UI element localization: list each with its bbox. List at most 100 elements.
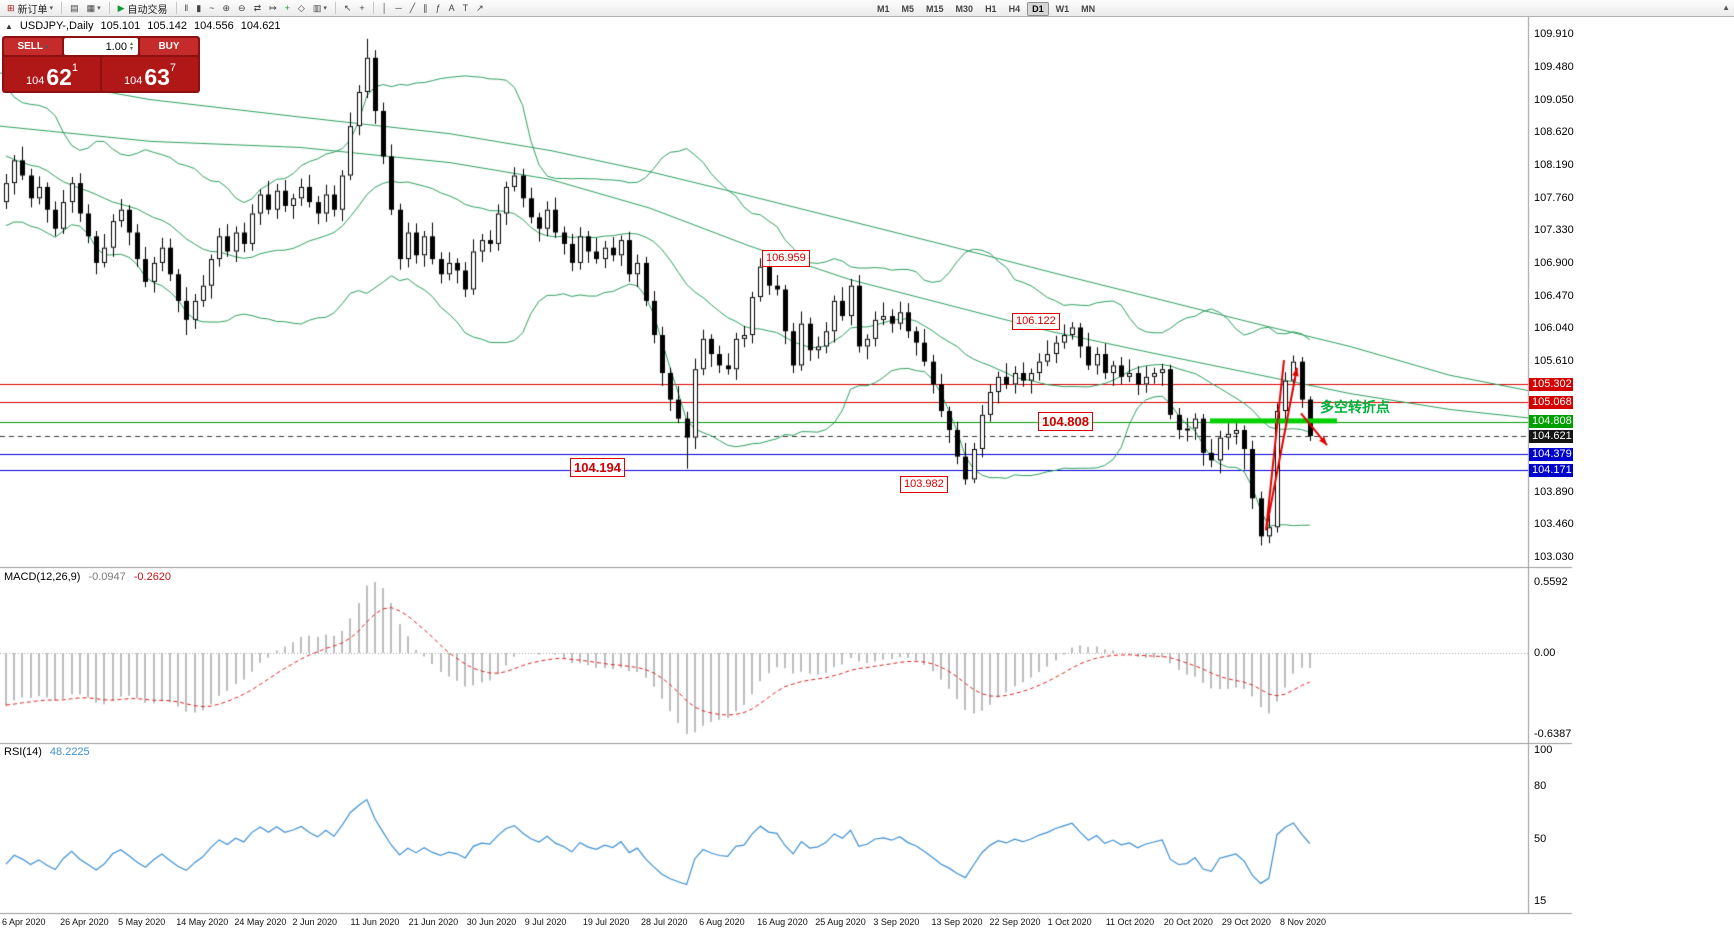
timeframe-h1[interactable]: H1 [985,4,997,14]
price-axis-tag: 104.621 [1529,429,1573,443]
bid-price[interactable]: 104 62 1 [4,57,100,91]
toolbar-overflow-icon[interactable]: ▲ [1722,3,1730,12]
volume-up-icon[interactable]: ▴ [129,40,133,47]
horizontal-line-button[interactable]: ─ [392,0,404,16]
auto-scroll-button[interactable]: ⇄ [251,0,265,16]
rsi-axis-tick: 50 [1534,832,1547,845]
price-annotation-label[interactable]: 104.194 [570,458,625,478]
ask-price[interactable]: 104 63 7 [102,57,198,91]
price-axis-tick: 103.890 [1534,485,1574,498]
price-annotation-label[interactable]: 103.982 [900,476,948,494]
timeframe-m5[interactable]: M5 [901,4,915,14]
volume-field[interactable]: 1.00 ▴ ▾ [64,38,138,55]
timeframe-w1[interactable]: W1 [1055,4,1070,14]
indicators-button[interactable]: + [282,0,293,16]
toolbar-separator [61,2,63,14]
auto-trading-button[interactable]: ▶ 自动交易 [115,0,171,16]
date-axis-label: 2 Jun 2020 [292,917,337,927]
timeframe-toolbar: M1 M5 M15 M30 H1 H4 D1 W1 MN [872,2,1100,16]
ask-big-figure: 104 [123,75,143,87]
label-icon: T [462,3,469,13]
candlestick-icon: ▮ [196,3,202,13]
volume-value: 1.00 [105,40,127,53]
date-axis-label: 6 Apr 2020 [2,917,46,927]
price-axis-tag: 104.379 [1529,447,1573,461]
date-axis-label: 11 Oct 2020 [1105,917,1155,927]
objects-button[interactable]: ◇ [295,0,308,16]
text-button[interactable]: A [446,0,458,16]
dropdown-caret-icon[interactable]: ▾ [323,5,327,12]
date-axis-label: 5 May 2020 [118,917,166,927]
volume-down-icon[interactable]: ▾ [129,45,133,52]
timeframe-m15[interactable]: M15 [926,4,944,14]
arrow-tool-button[interactable]: ↗ [473,0,487,16]
new-order-label: 新订单 [17,4,48,16]
timeframe-d1[interactable]: D1 [1027,2,1049,16]
ohlc-low: 104.556 [194,20,234,32]
templates-button[interactable]: ▥ ▾ [310,0,330,16]
new-order-icon: ⊞ [7,3,15,13]
price-axis-tick: 103.030 [1534,550,1574,563]
sell-dropdown-caret-icon[interactable]: ▾ [45,43,49,51]
date-axis-label: 26 Apr 2020 [60,917,109,927]
trendline-icon: ╱ [409,3,416,13]
horizontal-line-icon: ─ [395,3,402,13]
vertical-line-button[interactable]: │ [379,0,391,16]
rsi-axis-tick: 100 [1534,744,1553,756]
date-axis-label: 28 Jul 2020 [640,917,688,927]
dropdown-caret-icon[interactable]: ▾ [97,5,101,12]
rsi-value: 48.2225 [49,746,90,758]
buy-button[interactable]: BUY [140,38,198,55]
zoom-in-button[interactable]: ⊕ [219,0,233,16]
volume-stepper[interactable]: ▴ ▾ [129,40,133,52]
timeframe-h4[interactable]: H4 [1008,4,1021,14]
symbol-period-title: USDJPY-,Daily [19,20,94,32]
bid-big-figure: 104 [25,75,45,87]
price-annotation-label[interactable]: 104.808 [1038,411,1093,431]
date-axis-label: 11 Jun 2020 [350,917,400,927]
chart-tab-icon: ▲ [5,21,13,31]
objects-icon: ◇ [297,3,305,13]
crosshair-button[interactable]: + [356,0,367,16]
fibonacci-icon: ƒ [435,3,441,13]
macd-indicator-label: MACD(12,26,9) -0.0947 -0.2620 [4,571,171,583]
line-chart-button[interactable]: ~ [206,0,217,16]
bull-bear-turning-point-note[interactable]: 多空转折点 [1320,399,1390,416]
date-axis-label: 25 Aug 2020 [815,917,866,927]
price-annotation-label[interactable]: 106.122 [1012,313,1060,331]
date-axis-label: 29 Oct 2020 [1221,917,1271,927]
label-button[interactable]: T [460,0,472,16]
price-axis-tick: 106.900 [1534,256,1574,269]
vertical-line-icon: │ [381,3,388,13]
price-axis-tick: 108.620 [1534,126,1574,139]
new-order-button[interactable]: ⊞ 新订单 ▾ [4,0,56,16]
chart-shift-button[interactable]: ↦ [266,0,280,16]
sell-button[interactable]: SELL ▾ [4,38,62,55]
dropdown-caret-icon[interactable]: ▾ [49,5,54,12]
date-axis-label: 16 Aug 2020 [757,917,808,927]
timeframe-m1[interactable]: M1 [877,4,890,14]
bar-chart-icon: ‖ [184,3,189,13]
date-axis-label: 13 Sep 2020 [931,917,983,927]
trendline-button[interactable]: ╱ [407,0,418,16]
toolbar: ⊞ 新订单 ▾ ▤ ▦ ▾ ▶ 自动交易 ‖ ▮ ~ ⊕ ⊖ ⇄ ↦ + ◇ ▥ ▾ ↖ + │ ─ ╱ ∥ ƒ A T ↗ M1 M5 M1… [0,0,1734,17]
zoom-out-button[interactable]: ⊖ [235,0,249,16]
pointer-button[interactable]: ↖ [341,0,355,16]
channel-button[interactable]: ∥ [420,0,431,16]
timeframe-mn[interactable]: MN [1081,4,1096,14]
candlestick-button[interactable]: ▮ [193,0,204,16]
toolbar-separator [334,2,336,14]
chart-window-button[interactable]: ▤ [67,0,82,16]
timeframe-m30[interactable]: M30 [955,4,974,14]
templates-icon: ▥ [312,3,322,13]
macd-axis-tick: -0.6387 [1534,728,1572,741]
indicators-icon: + [284,3,290,13]
price-annotation-label[interactable]: 106.959 [762,249,810,267]
profiles-button[interactable]: ▦ ▾ [84,0,104,16]
rsi-name: RSI(14) [4,746,42,758]
bar-chart-button[interactable]: ‖ [182,0,192,16]
fibonacci-button[interactable]: ƒ [433,0,444,16]
ohlc-open: 105.101 [100,20,141,32]
